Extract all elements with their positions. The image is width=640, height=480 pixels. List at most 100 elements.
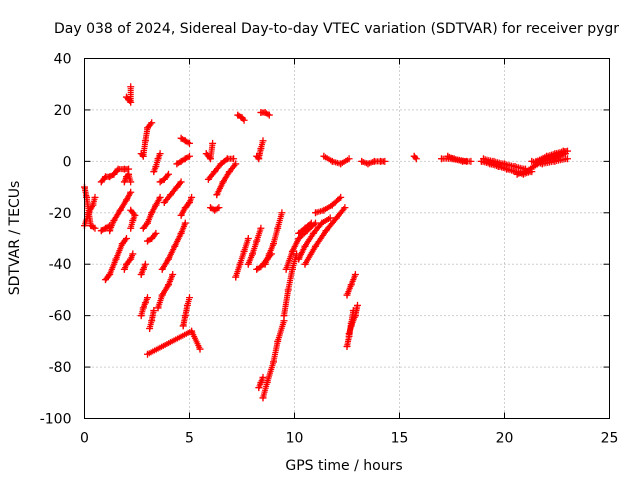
data-point	[381, 157, 389, 165]
data-point	[181, 219, 189, 227]
data-point	[137, 312, 145, 320]
data-point	[154, 155, 162, 163]
data-point	[490, 157, 498, 165]
data-point	[125, 170, 133, 178]
x-tick-labels: 0 5 10 15 20 25	[80, 431, 618, 447]
series-arc-03	[97, 222, 114, 235]
data-point	[177, 157, 185, 165]
data-point	[259, 373, 267, 381]
data-point	[232, 273, 240, 281]
data-point	[141, 299, 149, 307]
data-point	[207, 155, 214, 163]
data-point	[158, 291, 166, 299]
data-point	[511, 163, 519, 170]
data-point	[337, 193, 345, 201]
series-arc-17	[144, 229, 160, 245]
data-point	[501, 160, 508, 168]
data-point	[278, 209, 286, 217]
data-point	[120, 178, 128, 186]
data-point	[106, 173, 114, 181]
data-point	[127, 188, 135, 196]
data-point	[309, 229, 317, 237]
data-point	[543, 152, 550, 160]
series-arc-24	[177, 193, 196, 219]
data-point	[186, 294, 193, 302]
data-point	[257, 224, 265, 232]
point-trace	[128, 208, 135, 215]
data-point	[438, 155, 445, 163]
axis-ticks	[84, 58, 610, 419]
data-point	[158, 265, 166, 273]
data-point	[211, 206, 219, 214]
data-point	[179, 322, 187, 330]
data-point	[538, 160, 546, 168]
series-arc-11	[127, 206, 139, 232]
data-point	[528, 157, 536, 165]
series-arc-06	[106, 188, 135, 235]
data-point	[173, 160, 181, 168]
data-point	[257, 379, 265, 386]
series-arc-44	[301, 204, 349, 268]
data-point	[255, 155, 263, 163]
series-arc-15	[137, 119, 156, 160]
series-arc-26	[173, 152, 193, 168]
data-point	[127, 98, 135, 106]
data-point	[265, 250, 273, 258]
data-point	[240, 116, 248, 124]
series-arc-58	[532, 147, 571, 165]
data-point	[186, 152, 193, 160]
data-point	[301, 242, 309, 250]
data-point	[263, 379, 271, 386]
series-arc-18	[150, 150, 164, 176]
point-trace	[147, 121, 154, 128]
data-point	[160, 175, 168, 183]
data-point	[106, 271, 114, 278]
data-point	[186, 199, 193, 206]
data-point	[148, 235, 156, 242]
series-arc-38	[261, 209, 286, 268]
data-point	[144, 237, 151, 245]
data-point	[123, 235, 130, 242]
data-point	[91, 224, 99, 232]
data-point	[213, 191, 221, 199]
data-point	[123, 196, 130, 204]
data-point	[288, 265, 296, 273]
data-point	[129, 250, 137, 258]
data-point	[177, 211, 185, 219]
data-point	[232, 160, 240, 168]
data-point	[522, 168, 529, 176]
y-tick-label: -20	[49, 206, 72, 222]
series-arc-37	[259, 317, 288, 402]
series-arc-33	[234, 111, 248, 124]
data-point	[177, 134, 185, 142]
data-point	[127, 255, 135, 263]
series-arc-54	[444, 152, 471, 165]
data-point	[328, 157, 336, 165]
data-point	[188, 327, 196, 335]
data-point	[358, 157, 366, 165]
data-point	[284, 286, 292, 294]
series-arc-23	[179, 294, 193, 330]
data-point	[152, 201, 160, 209]
data-point	[144, 219, 151, 227]
data-point	[219, 178, 227, 186]
x-tick-label: 15	[391, 431, 409, 447]
data-point	[127, 178, 135, 186]
data-point	[137, 271, 145, 278]
series-arc-29	[213, 160, 240, 199]
data-point	[564, 155, 571, 163]
point-trace	[151, 231, 158, 238]
data-point	[257, 145, 265, 152]
data-point	[139, 304, 147, 312]
data-point	[494, 163, 502, 170]
data-point	[169, 271, 177, 278]
data-point	[181, 204, 189, 212]
data-point	[144, 294, 151, 302]
data-point	[270, 240, 277, 248]
data-point	[343, 291, 351, 299]
series-arc-25	[177, 134, 193, 147]
series-arc-12	[137, 294, 151, 320]
data-point	[183, 301, 191, 309]
series-arc-43	[295, 214, 334, 263]
